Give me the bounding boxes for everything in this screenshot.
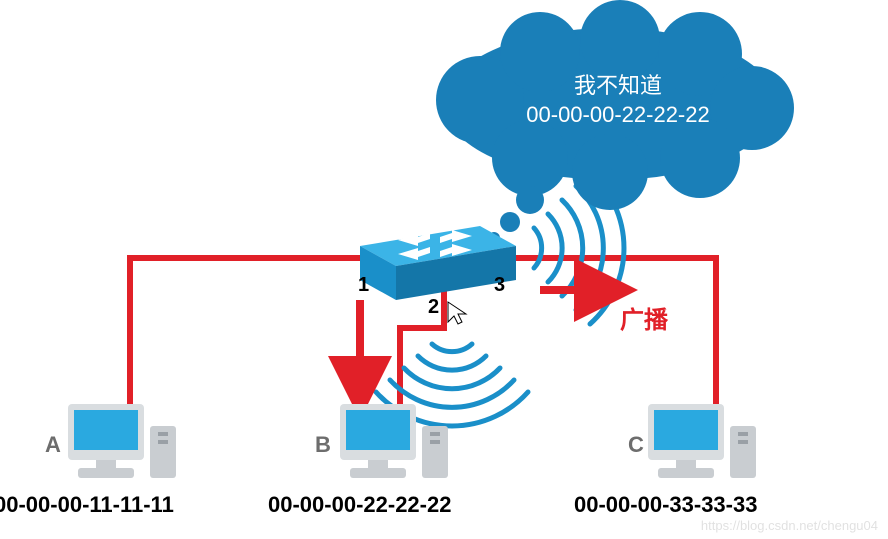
thought-bubble-2	[500, 212, 520, 232]
port-label-3: 3	[494, 274, 505, 297]
computer-b	[340, 404, 448, 478]
mac-b: 00-00-00-22-22-22	[268, 492, 451, 518]
cloud-line1: 我不知道	[498, 72, 738, 101]
host-label-a: A	[45, 432, 61, 458]
cloud-line2: 00-00-00-22-22-22	[498, 101, 738, 130]
port-label-1: 1	[358, 274, 369, 297]
mac-a: 00-00-00-11-11-11	[0, 492, 174, 518]
port-label-2: 2	[428, 296, 439, 319]
watermark: https://blog.csdn.net/chengu04	[701, 518, 878, 533]
link-a	[130, 258, 368, 418]
computer-a	[68, 404, 176, 478]
mac-c: 00-00-00-33-33-33	[574, 492, 757, 518]
broadcast-label: 广播	[620, 300, 668, 335]
diagram-svg	[0, 0, 888, 539]
cursor-icon	[448, 302, 466, 324]
computer-c	[648, 404, 756, 478]
thought-bubble-1	[516, 186, 544, 214]
host-label-b: B	[315, 432, 331, 458]
host-label-c: C	[628, 432, 644, 458]
cloud-text: 我不知道 00-00-00-22-22-22	[498, 72, 738, 129]
switch-device	[360, 226, 516, 300]
